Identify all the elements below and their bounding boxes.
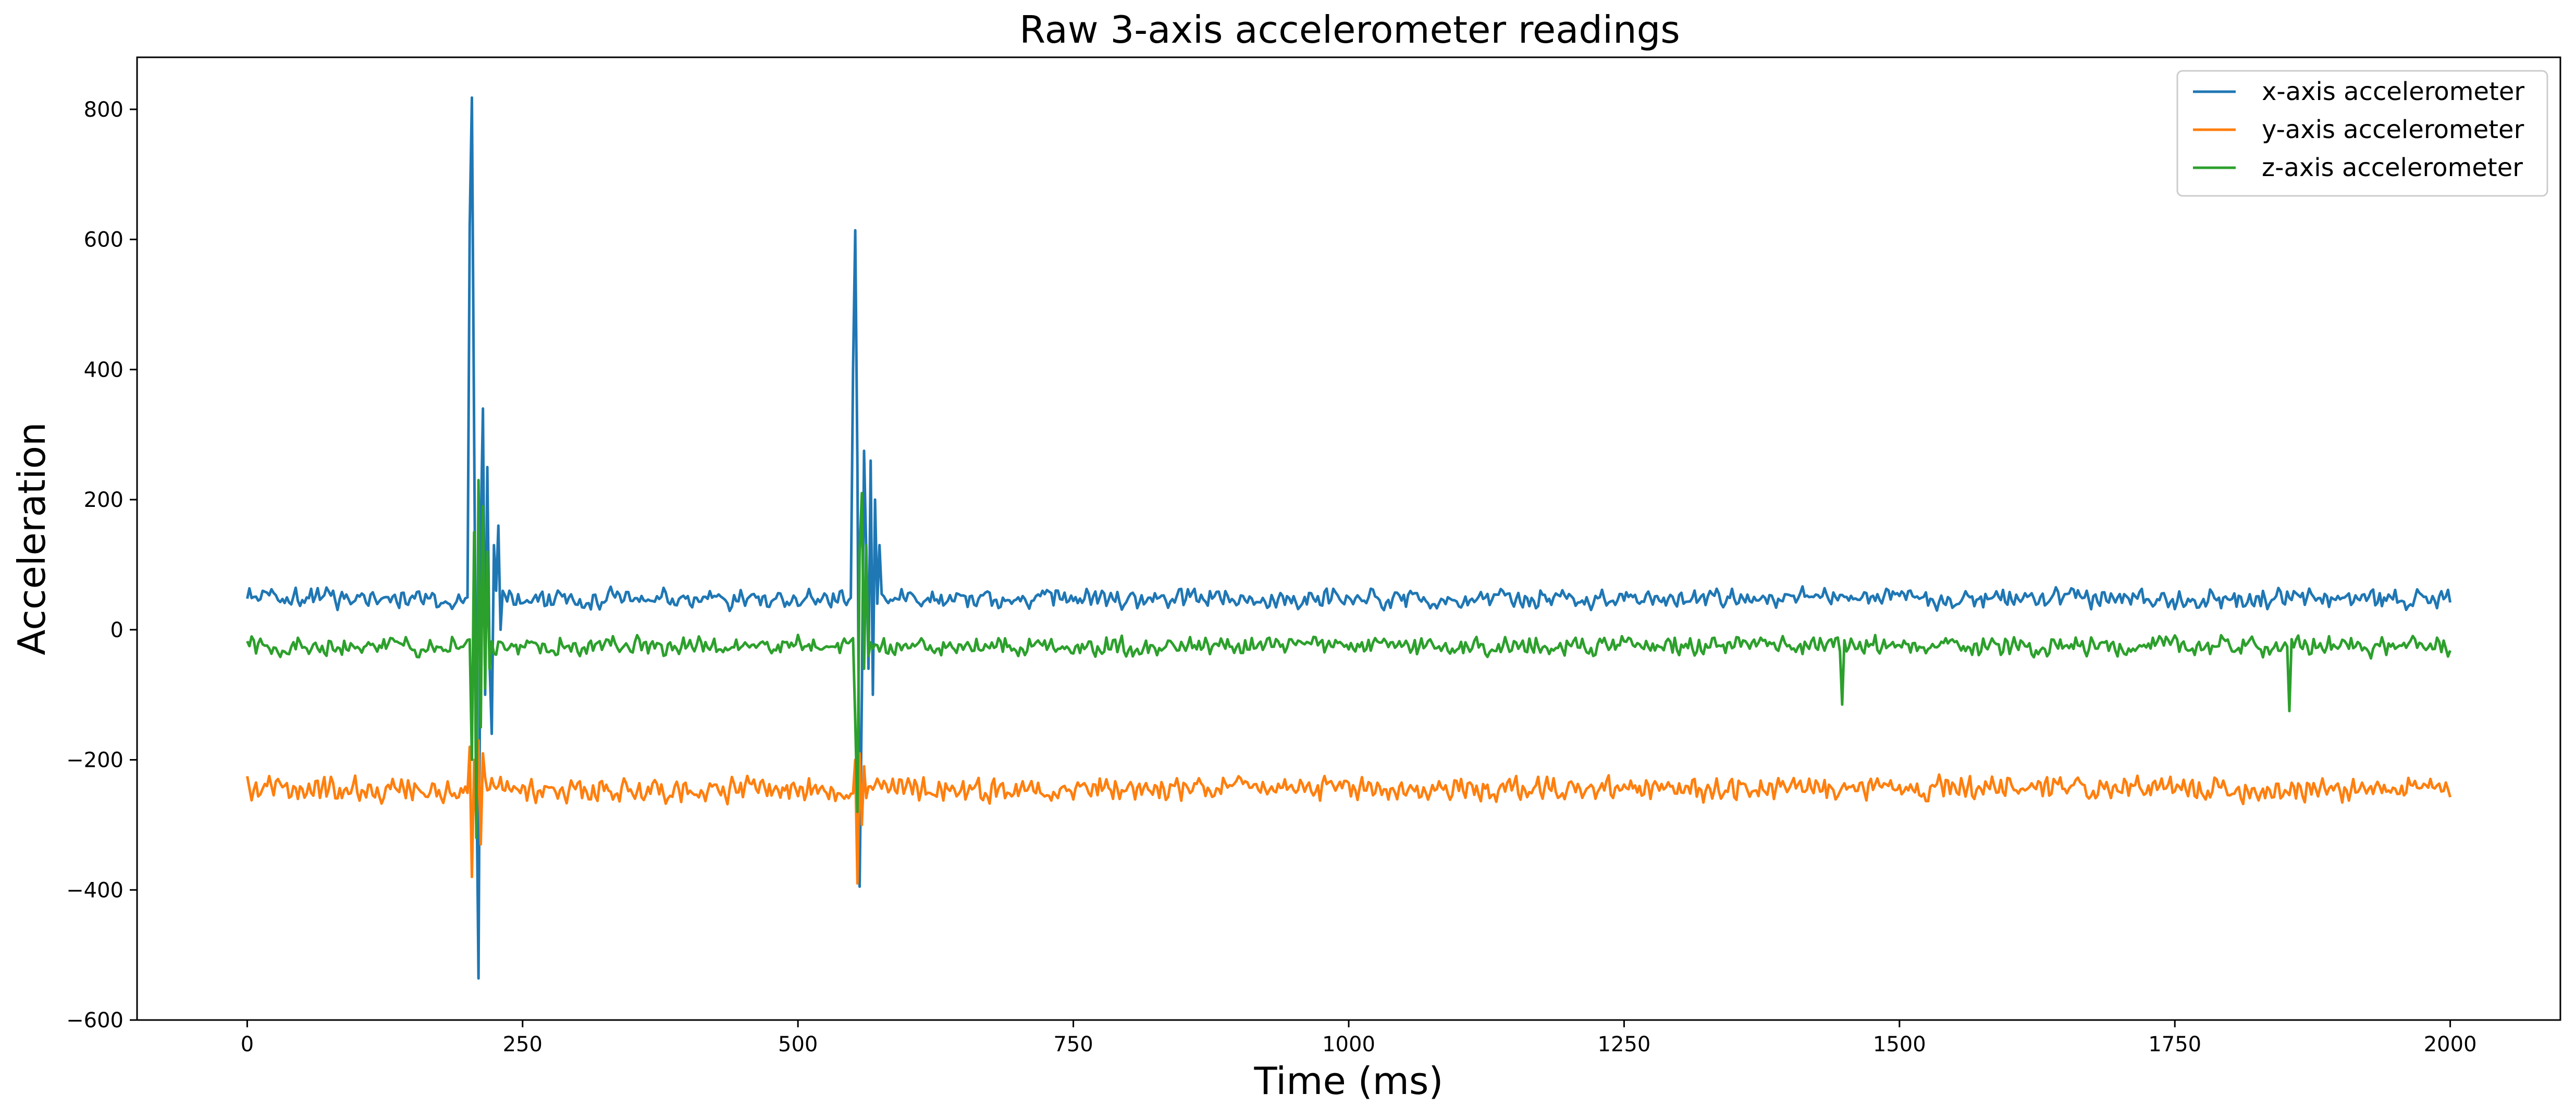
series-lines	[245, 96, 2452, 980]
x-axis-label: Time (ms)	[1254, 1059, 1444, 1103]
legend-label-x: x-axis accelerometer	[2262, 77, 2524, 106]
y-tick-label: 200	[84, 488, 124, 512]
series-line-x	[245, 96, 2452, 980]
y-tick-label: −400	[66, 878, 124, 902]
x-tick-label: 1000	[1322, 1033, 1375, 1056]
y-tick-label: 400	[84, 358, 124, 382]
x-axis: 0 250 500 750 1000 1250 1500 1750 2000	[241, 1020, 2477, 1056]
y-axis: −600 −400 −200 0 200 400 600 800	[66, 98, 137, 1033]
x-tick-label: 1250	[1598, 1033, 1651, 1056]
y-tick-label: 600	[84, 228, 124, 252]
x-tick-label: 500	[778, 1033, 818, 1056]
legend-box	[2176, 70, 2548, 197]
x-tick-label: 1500	[1873, 1033, 1926, 1056]
chart-title: Raw 3-axis accelerometer readings	[1019, 8, 1680, 52]
y-axis-label: Acceleration	[10, 422, 54, 655]
x-tick-label: 1750	[2148, 1033, 2201, 1056]
legend-label-z: z-axis accelerometer	[2262, 153, 2523, 182]
y-tick-label: 800	[84, 98, 124, 122]
x-tick-label: 0	[241, 1033, 254, 1056]
legend: x-axis accelerometer y-axis acceleromete…	[2176, 70, 2548, 197]
series-line-z	[246, 479, 2451, 839]
legend-label-y: y-axis accelerometer	[2262, 115, 2524, 144]
x-tick-label: 2000	[2424, 1033, 2477, 1056]
x-tick-label: 750	[1053, 1033, 1093, 1056]
series-line-y	[245, 739, 2452, 885]
y-tick-label: −600	[66, 1009, 124, 1033]
y-tick-label: 0	[110, 618, 124, 642]
y-tick-label: −200	[66, 749, 124, 773]
x-tick-label: 250	[503, 1033, 543, 1056]
